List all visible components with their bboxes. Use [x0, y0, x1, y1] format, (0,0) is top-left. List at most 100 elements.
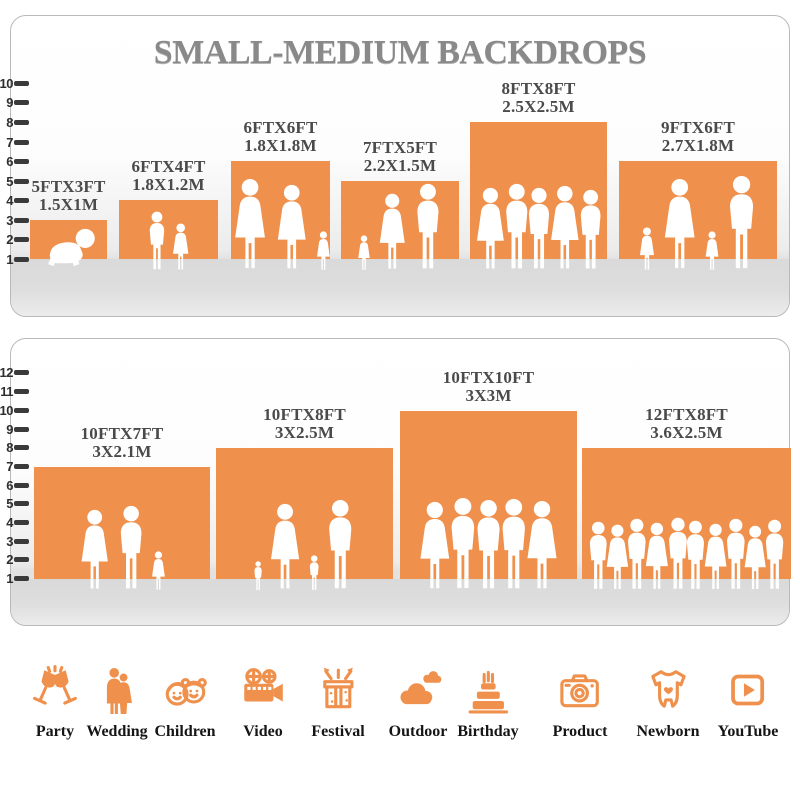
person-silhouette-child: [252, 561, 263, 591]
ruler-tick-5: 5: [0, 174, 29, 189]
category-label: Festival: [311, 723, 365, 740]
ruler-tick-number: 10: [0, 75, 14, 91]
size-ft: 6FTX6FT: [243, 117, 318, 137]
backdrop-size-label: 10FTX10FT 3X3M: [442, 367, 535, 405]
ruler-tick-mark: [14, 501, 29, 507]
backdrop-size-label: 10FTX7FT 3X2.1M: [80, 423, 164, 461]
category-outdoor: Outdoor: [388, 665, 448, 741]
youtube-icon: [731, 674, 765, 706]
person-silhouette-man: [116, 505, 147, 591]
people-silhouettes: [40, 226, 97, 268]
ruler-tick-number: 9: [6, 95, 13, 111]
person-silhouette-girl: [704, 231, 722, 271]
ruler-tick-mark: [14, 119, 29, 125]
people-silhouettes: [356, 183, 444, 271]
ruler-tick-number: 11: [0, 384, 13, 400]
person-silhouette-woman: [660, 178, 701, 271]
ruler-tick-8: 8: [0, 115, 29, 130]
ruler-tick-4: 4: [0, 515, 29, 530]
people-silhouettes: [252, 499, 357, 591]
person-silhouette-woman: [273, 184, 311, 271]
backdrop-12ftx8ft: 12FTX8FT 3.6X2.5M: [582, 405, 791, 579]
category-label: Birthday: [457, 723, 519, 740]
ruler-tick-10: 10: [0, 75, 29, 91]
category-festival: Festival: [311, 665, 365, 741]
ruler-tick-8: 8: [0, 440, 29, 456]
size-m: 1.8X1.8M: [244, 135, 317, 155]
size-ft: 10FTX10FT: [442, 367, 535, 387]
person-silhouette-girl: [314, 231, 332, 271]
ruler-tick-mark: [14, 445, 29, 451]
small-medium-panel: SMALL-MEDIUM BACKDROPS 1 2 3 4 5 6 7 8 9 10 5FTX3…: [0, 15, 790, 317]
ruler-tick-mark: [14, 370, 29, 376]
person-silhouette-woman: [375, 193, 409, 271]
person-silhouette-baby: [40, 226, 97, 268]
category-birthday: Birthday: [457, 665, 519, 741]
size-m: 3X3M: [465, 385, 512, 405]
ruler-tick-number: 10: [0, 402, 14, 418]
person-silhouette-child: [308, 555, 321, 591]
children-icon: [165, 678, 207, 706]
backdrop-size-label: 12FTX8FT 3.6X2.5M: [645, 405, 728, 442]
newborn-icon: [650, 670, 686, 708]
page-title: SMALL-MEDIUM BACKDROPS: [153, 34, 647, 71]
ruler-tick-number: 4: [6, 193, 13, 209]
backdrop-size-label: 8FTX8FT 2.5X2.5M: [501, 79, 575, 116]
people-silhouettes: [415, 497, 563, 591]
category-label: Wedding: [86, 723, 148, 740]
people-silhouettes: [585, 517, 788, 591]
category-label: Product: [552, 723, 608, 740]
person-silhouette-girl: [170, 223, 191, 271]
person-silhouette-boy: [146, 211, 168, 271]
person-silhouette-woman: [77, 509, 113, 591]
ruler-tick-mark: [14, 482, 29, 488]
backdrop-6ftx4ft: 6FTX4FT 1.8X1.2M: [119, 157, 218, 259]
person-silhouette-man: [324, 499, 357, 591]
ruler-tick-11: 11: [0, 384, 29, 400]
video-icon: [244, 668, 283, 702]
size-m: 3X2.1M: [92, 441, 152, 461]
ruler-tick-12: 12: [0, 365, 29, 380]
ruler-tick-number: 6: [6, 154, 13, 170]
size-m: 2.2X1.5M: [363, 155, 437, 175]
backdrop-9ftx6ft: 9FTX6FT 2.7X1.8M: [619, 118, 777, 259]
people-silhouettes: [471, 183, 605, 271]
ruler-tick-mark: [14, 463, 29, 469]
ruler-tick-2: 2: [0, 552, 29, 567]
size-m: 2.7X1.8M: [661, 135, 735, 155]
ruler-tick-mark: [14, 407, 29, 413]
backdrop-10ftx7ft: 10FTX7FT 3X2.1M: [34, 424, 210, 579]
party-icon: [33, 665, 77, 705]
product-icon: [560, 674, 600, 708]
person-silhouette-girl: [637, 227, 656, 271]
ruler-tick-number: 3: [6, 533, 13, 549]
ruler-tick-mark: [14, 557, 29, 563]
ruler-tick-10: 10: [0, 402, 29, 418]
ruler-tick-number: 5: [6, 496, 13, 512]
outdoor-icon: [400, 671, 442, 705]
backdrop-size-label: 6FTX6FT 1.8X1.8M: [243, 117, 318, 155]
ruler-tick-mark: [14, 520, 29, 525]
size-ft: 6FTX4FT: [131, 156, 206, 176]
category-product: Product: [552, 665, 608, 741]
ruler-tick-number: 3: [6, 212, 13, 228]
category-party: Party: [30, 665, 80, 741]
ruler-tick-number: 6: [6, 477, 13, 493]
ruler-tick-mark: [14, 100, 29, 106]
size-ft: 10FTX8FT: [263, 404, 346, 424]
person-silhouette-girl: [356, 235, 372, 271]
ruler-tick-9: 9: [0, 422, 29, 437]
ruler-tick-5: 5: [0, 496, 29, 512]
category-row: Party Wedding Children: [0, 655, 800, 775]
size-ft: 10FTX7FT: [80, 423, 164, 443]
ruler-tick-6: 6: [0, 154, 29, 170]
ruler-tick-2: 2: [0, 232, 29, 247]
category-youtube: YouTube: [717, 665, 779, 741]
ruler-tick-number: 7: [6, 458, 13, 474]
ruler-tick-number: 8: [6, 440, 13, 456]
category-label: Outdoor: [388, 723, 448, 740]
backdrop-6ftx6ft: 6FTX6FT 1.8X1.8M: [231, 118, 330, 259]
category-label: YouTube: [717, 723, 779, 740]
person-silhouette-woman: [229, 178, 270, 271]
size-m: 1.5X1M: [38, 194, 99, 214]
